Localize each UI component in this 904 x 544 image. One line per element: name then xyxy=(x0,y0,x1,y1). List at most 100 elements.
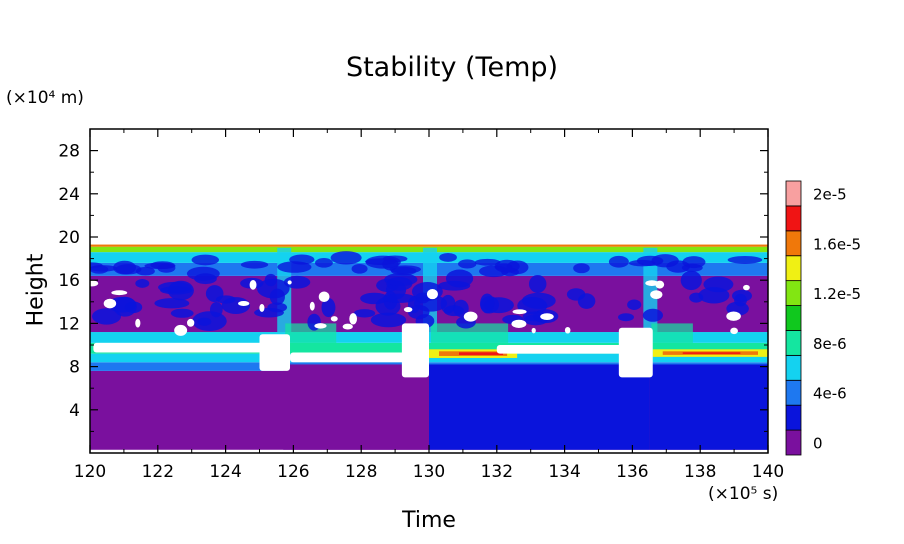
blue-patch xyxy=(115,264,142,275)
y-tick-label: 4 xyxy=(69,401,80,421)
colorbar-swatch xyxy=(785,379,802,406)
blue-patch xyxy=(443,305,465,317)
white-patch xyxy=(90,280,99,287)
white-patch xyxy=(463,311,478,322)
mixed-layer xyxy=(651,323,693,354)
blue-patch xyxy=(517,296,548,315)
blue-patch xyxy=(197,317,212,326)
colorbar-swatch xyxy=(785,205,802,232)
y-tick-label: 28 xyxy=(58,142,80,162)
blue-patch xyxy=(618,313,634,322)
x-tick-label: 132 xyxy=(481,462,513,482)
white-patch xyxy=(309,301,315,311)
y-axis-unit: (×10⁴ m) xyxy=(6,88,84,108)
undefined-region xyxy=(259,334,291,371)
white-patch xyxy=(174,324,188,336)
blue-patch xyxy=(608,255,629,268)
blue-patch xyxy=(154,298,190,309)
x-tick-label: 138 xyxy=(684,462,716,482)
colorbar-swatch xyxy=(785,180,802,207)
blue-patch xyxy=(445,269,474,288)
blue-patch xyxy=(528,274,547,293)
white-patch xyxy=(645,280,659,286)
x-tick-label: 140 xyxy=(752,462,784,482)
x-tick-label: 122 xyxy=(142,462,174,482)
x-tick-label: 130 xyxy=(413,462,445,482)
blue-patch xyxy=(330,251,362,265)
blue-patch xyxy=(439,253,457,262)
white-patch xyxy=(349,313,358,325)
blue-patch xyxy=(351,264,368,274)
white-patch xyxy=(135,318,141,328)
blue-patch xyxy=(458,259,477,269)
blue-patch xyxy=(384,273,418,287)
blue-patch xyxy=(90,265,109,274)
blue-patch xyxy=(170,308,194,318)
blue-patch xyxy=(264,273,277,287)
blue-patch xyxy=(267,302,288,313)
x-tick-label: 136 xyxy=(616,462,648,482)
hot-layer xyxy=(682,352,741,354)
layer-band xyxy=(90,244,768,247)
x-axis-label: Time xyxy=(402,508,456,533)
blue-patch xyxy=(365,258,397,265)
blue-patch xyxy=(573,263,590,274)
white-patch xyxy=(330,316,338,322)
colorbar-label: 2e-5 xyxy=(813,185,847,203)
colorbar-swatch xyxy=(785,230,802,257)
blue-patch xyxy=(135,279,150,288)
white-patch xyxy=(314,323,327,329)
white-patch xyxy=(512,309,527,315)
undefined-region xyxy=(401,323,429,378)
blue-patch xyxy=(167,280,194,301)
hot-layer xyxy=(459,352,504,355)
blue-patch xyxy=(277,261,312,273)
blue-patch xyxy=(474,258,501,266)
colorbar-label: 1.6e-5 xyxy=(813,235,861,253)
blue-patch xyxy=(666,260,690,273)
blue-patch xyxy=(113,296,137,317)
white-patch xyxy=(318,291,330,303)
blue-patch xyxy=(370,312,407,328)
white-patch xyxy=(187,318,195,327)
undefined-region xyxy=(618,327,653,378)
white-patch xyxy=(726,311,741,321)
white-patch xyxy=(564,326,571,334)
blue-patch xyxy=(240,260,269,269)
mixed-layer xyxy=(431,323,509,354)
blue-patch xyxy=(680,270,702,291)
y-tick-label: 8 xyxy=(69,358,80,378)
colorbar-label: 0 xyxy=(813,435,823,453)
blue-patch xyxy=(628,259,656,267)
colorbar-swatch xyxy=(785,305,802,331)
white-patch xyxy=(111,290,128,296)
white-patch xyxy=(540,313,554,320)
blue-patch xyxy=(353,309,376,318)
blue-patch xyxy=(642,308,664,322)
blue-patch xyxy=(283,275,311,289)
colorbar-swatch xyxy=(785,404,802,431)
lower-layer-region xyxy=(429,364,650,450)
white-patch xyxy=(531,327,536,334)
white-patch xyxy=(655,280,665,289)
white-patch xyxy=(403,306,413,313)
y-tick-label: 20 xyxy=(58,228,80,248)
lower-layer-region xyxy=(283,364,429,450)
y-tick-label: 12 xyxy=(58,314,80,334)
white-patch xyxy=(342,323,353,330)
blue-patch xyxy=(135,266,155,276)
colorbar-swatch xyxy=(785,255,802,282)
blue-patch xyxy=(494,259,520,273)
white-patch xyxy=(743,284,750,291)
colorbar-label: 4e-6 xyxy=(813,385,847,403)
blue-patch xyxy=(269,288,285,306)
y-tick-label: 24 xyxy=(58,185,80,205)
blue-patch xyxy=(205,285,224,303)
white-patch xyxy=(287,280,292,285)
colorbar-label: 8e-6 xyxy=(813,335,847,353)
undefined-region xyxy=(496,345,646,354)
x-tick-label: 120 xyxy=(74,462,106,482)
colorbar-swatch xyxy=(785,330,802,356)
x-tick-label: 126 xyxy=(277,462,309,482)
